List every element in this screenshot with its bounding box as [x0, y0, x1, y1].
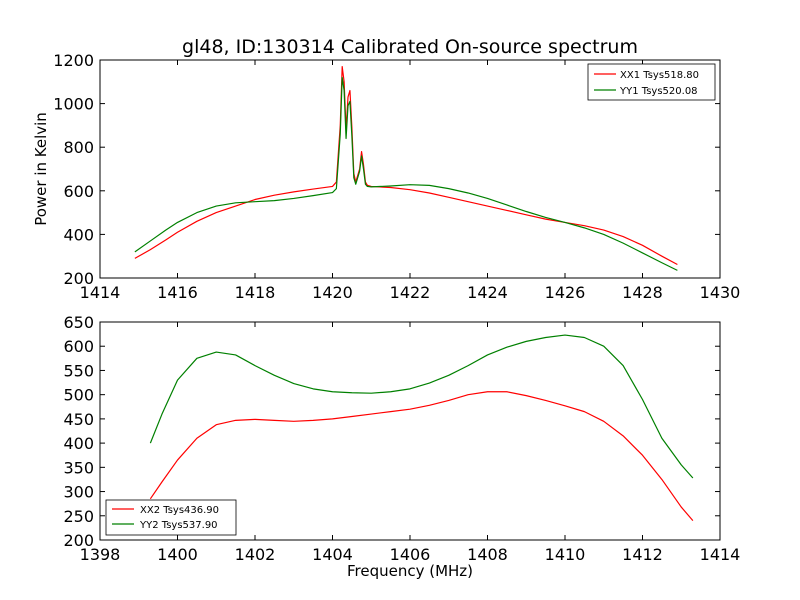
chart-bottom-x-axis-label: Frequency (MHz) — [347, 562, 473, 580]
chart-top-series-line-0 — [134, 65, 678, 266]
chart-top-x-tick-label: 1428 — [622, 283, 663, 302]
chart-top-y-tick-label: 1200 — [53, 51, 94, 70]
chart-top-y-tick-label: 200 — [63, 269, 94, 288]
chart-bottom-legend-label-yy2: YY2 Tsys537.90 — [139, 520, 218, 531]
chart-bottom-series-line-1 — [149, 334, 694, 479]
chart-top-x-tick-label: 1430 — [700, 283, 741, 302]
chart-bottom-ticks: 1398 1400 1402 1404 1406 1408 1410 1412 1414 200 2… — [63, 313, 740, 564]
chart-top-series-group — [134, 65, 678, 271]
chart-bottom-y-tick-label: 600 — [63, 337, 94, 356]
chart-bottom-x-tick-label: 1414 — [700, 545, 741, 564]
chart-bottom-x-tick-label: 1408 — [467, 545, 508, 564]
chart-top-legend-label-xx1: XX1 Tsys518.80 — [620, 70, 699, 81]
chart-top-x-tick-label: 1416 — [157, 283, 198, 302]
chart-bottom-x-tick-label: 1404 — [312, 545, 353, 564]
chart-top-legend-label-yy1: YY1 Tsys520.08 — [619, 86, 698, 97]
chart-bottom-y-tick-label: 500 — [63, 386, 94, 405]
chart-top-legend-box — [587, 63, 716, 101]
chart-top-ticks: 1414 1416 1418 1420 1422 1424 1426 1428 1430 200 4… — [53, 51, 740, 302]
chart-top-x-tick-label: 1418 — [235, 283, 276, 302]
chart-top-x-tick-label: 1424 — [467, 283, 508, 302]
chart-bottom-y-tick-label: 200 — [63, 531, 94, 550]
chart-bottom-y-tick-label: 650 — [63, 313, 94, 332]
chart-bottom-y-tick-label: 300 — [63, 483, 94, 502]
chart-top-y-tick-label: 600 — [63, 182, 94, 201]
chart-top-y-axis-label: Power in Kelvin — [32, 112, 50, 226]
chart-top-x-tick-label: 1414 — [80, 283, 121, 302]
chart-top-y-tick-label: 1000 — [53, 95, 94, 114]
chart-bottom-x-tick-label: 1410 — [545, 545, 586, 564]
chart-bottom-x-tick-label: 1406 — [390, 545, 431, 564]
chart-bottom-x-tick-label: 1398 — [80, 545, 121, 564]
chart-bottom-x-tick-label: 1400 — [157, 545, 198, 564]
chart-bottom-y-tick-label: 350 — [63, 458, 94, 477]
chart-bottom-legend-label-xx2: XX2 Tsys436.90 — [140, 505, 219, 516]
chart-top-x-tick-label: 1420 — [312, 283, 353, 302]
chart-top-series-line-1 — [134, 76, 678, 271]
chart-top-x-tick-label: 1422 — [390, 283, 431, 302]
chart-bottom-y-tick-label: 550 — [63, 361, 94, 380]
chart-bottom: 1398 1400 1402 1404 1406 1408 1410 1412 1414 200 2… — [63, 313, 740, 580]
chart-bottom-series-line-0 — [149, 391, 694, 522]
chart-bottom-y-tick-label: 250 — [63, 507, 94, 526]
chart-top-y-tick-label: 800 — [63, 138, 94, 157]
chart-top: gl48, ID:130314 Calibrated On-source spe… — [32, 36, 740, 302]
chart-top-title: gl48, ID:130314 Calibrated On-source spe… — [182, 36, 638, 58]
chart-bottom-y-tick-label: 400 — [63, 434, 94, 453]
chart-bottom-series-group — [149, 334, 694, 522]
chart-bottom-x-tick-label: 1402 — [235, 545, 276, 564]
chart-top-legend: XX1 Tsys518.80 YY1 Tsys520.08 — [587, 63, 716, 101]
chart-bottom-y-tick-label: 450 — [63, 410, 94, 429]
chart-top-x-tick-label: 1426 — [545, 283, 586, 302]
chart-top-y-tick-label: 400 — [63, 225, 94, 244]
chart-bottom-legend: XX2 Tsys436.90 YY2 Tsys537.90 — [105, 499, 237, 536]
chart-bottom-x-tick-label: 1412 — [622, 545, 663, 564]
chart-bottom-legend-box — [105, 499, 237, 536]
